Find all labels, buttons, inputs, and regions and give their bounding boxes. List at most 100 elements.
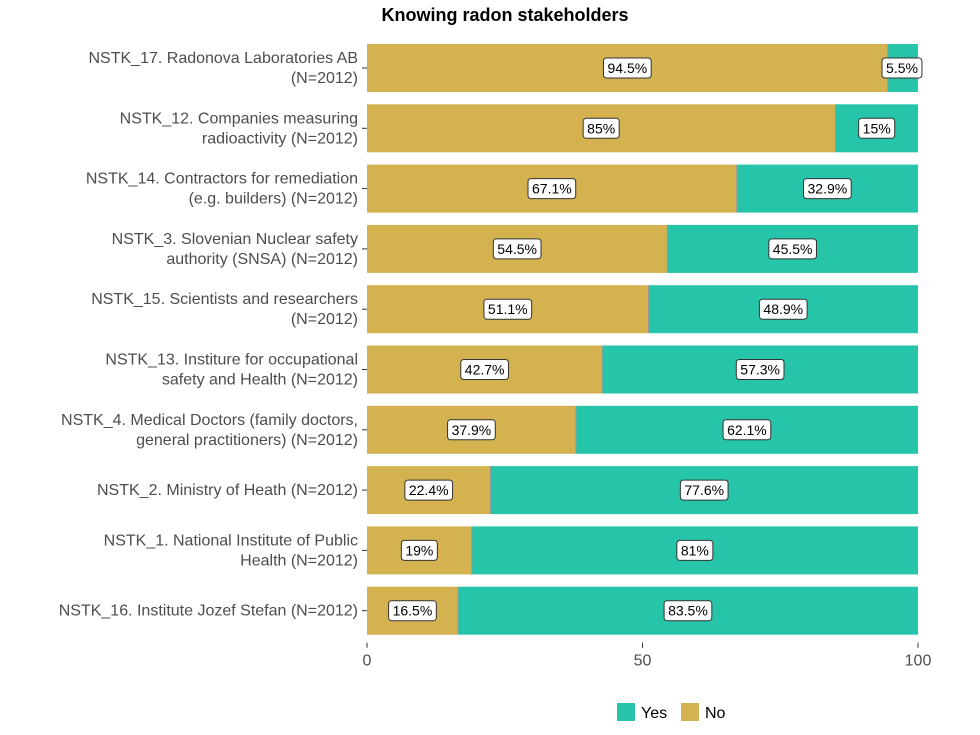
x-tick-label-1: 50	[634, 653, 652, 670]
label-yes-6: 62.1%	[722, 419, 772, 441]
label-yes-6-box	[722, 419, 772, 441]
label-no-3-box	[492, 238, 542, 260]
label-no-7-text: 22.4%	[409, 482, 449, 498]
category-label-3: NSTK_3. Slovenian Nuclear safety authorit…	[112, 231, 358, 268]
x-tick-label-2: 100	[905, 653, 932, 670]
label-yes-2-box	[803, 178, 852, 200]
label-yes-5-box	[735, 359, 785, 380]
label-yes-0-text: 5.5%	[886, 60, 918, 76]
label-no-1-text: 85%	[587, 120, 615, 136]
category-label-1: NSTK_12. Companies measuring radioactivit…	[120, 110, 358, 147]
label-yes-0-box	[881, 57, 923, 79]
category-label-7: NSTK_2. Ministry of Heath (N=2012)	[97, 482, 358, 499]
category-label-0-line-0: NSTK_17. Radonova Laboratories AB	[89, 50, 359, 67]
category-label-8: NSTK_1. National Institute of Public Heal…	[104, 532, 358, 569]
label-yes-3-text: 45.5%	[773, 241, 813, 257]
label-yes-5-text: 57.3%	[740, 362, 780, 378]
category-label-5-line-0: NSTK_13. Institure for occupational	[105, 352, 358, 369]
label-no-2-box	[527, 178, 577, 200]
label-no-7-box	[404, 479, 454, 501]
label-no-6-box	[447, 419, 496, 441]
label-yes-9-box	[663, 600, 713, 622]
label-no-8-box	[400, 539, 438, 561]
label-no-8-text: 19%	[405, 542, 433, 558]
category-label-5-line-1: safety and Health (N=2012)	[162, 372, 358, 389]
label-no-5-box	[460, 359, 509, 380]
label-no-0-box	[602, 57, 652, 79]
label-yes-1-box	[858, 117, 896, 139]
label-yes-3-box	[768, 238, 817, 260]
category-label-6-line-1: general practitioners) (N=2012)	[136, 432, 358, 449]
label-yes-7-box	[679, 479, 729, 501]
label-yes-6-text: 62.1%	[727, 422, 767, 438]
category-label-2-line-1: (e.g. builders) (N=2012)	[189, 191, 358, 208]
label-no-4-text: 51.1%	[488, 301, 528, 317]
label-no-6: 37.9%	[447, 419, 496, 441]
label-yes-1: 15%	[858, 117, 896, 139]
label-no-0: 94.5%	[602, 57, 652, 79]
label-no-5-text: 42.7%	[465, 362, 505, 378]
label-yes-7-text: 77.6%	[684, 482, 724, 498]
label-no-4-box	[483, 298, 533, 320]
label-yes-1-text: 15%	[863, 120, 891, 136]
label-no-1-box	[582, 117, 620, 139]
label-yes-5: 57.3%	[735, 359, 785, 380]
label-no-5: 42.7%	[460, 359, 509, 380]
x-tick-label-0: 0	[363, 653, 372, 670]
category-label-0-line-1: (N=2012)	[291, 70, 358, 87]
label-no-9: 16.5%	[388, 600, 437, 622]
chart-title: Knowing radon stakeholders	[381, 5, 628, 25]
legend-swatch-no	[681, 703, 699, 721]
category-label-1-line-1: radioactivity (N=2012)	[202, 130, 358, 147]
label-yes-9-text: 83.5%	[668, 603, 708, 619]
label-yes-8: 81%	[676, 539, 714, 561]
legend: Yes No	[617, 703, 726, 722]
label-no-6-text: 37.9%	[452, 422, 492, 438]
label-no-2-text: 67.1%	[532, 181, 572, 197]
legend-swatch-yes	[617, 703, 635, 721]
label-yes-4: 48.9%	[758, 298, 808, 320]
category-labels-group: NSTK_17. Radonova Laboratories AB (N=2012…	[59, 50, 367, 620]
category-label-1-line-0: NSTK_12. Companies measuring	[120, 110, 358, 127]
category-label-4-line-0: NSTK_15. Scientists and researchers	[91, 291, 358, 308]
label-yes-8-box	[676, 539, 714, 561]
label-yes-3: 45.5%	[768, 238, 817, 260]
category-label-2: NSTK_14. Contractors for remediation (e.g…	[86, 171, 358, 208]
category-label-8-line-1: Health (N=2012)	[240, 552, 358, 569]
label-yes-8-text: 81%	[681, 542, 709, 558]
category-label-3-line-0: NSTK_3. Slovenian Nuclear safety	[112, 231, 358, 248]
legend-label-no: No	[705, 705, 726, 722]
category-label-9: NSTK_16. Institute Jozef Stefan (N=2012)	[59, 603, 358, 620]
label-yes-7: 77.6%	[679, 479, 729, 501]
category-label-4: NSTK_15. Scientists and researchers (N=20…	[91, 291, 358, 328]
label-no-1: 85%	[582, 117, 620, 139]
label-no-3-text: 54.5%	[497, 241, 537, 257]
label-yes-4-box	[758, 298, 808, 320]
category-label-7-line-0: NSTK_2. Ministry of Heath (N=2012)	[97, 482, 358, 499]
category-label-2-line-0: NSTK_14. Contractors for remediation	[86, 171, 358, 188]
category-label-9-line-0: NSTK_16. Institute Jozef Stefan (N=2012)	[59, 603, 358, 620]
label-no-0-text: 94.5%	[607, 60, 647, 76]
label-no-2: 67.1%	[527, 178, 577, 200]
label-yes-4-text: 48.9%	[763, 301, 803, 317]
category-label-4-line-1: (N=2012)	[291, 311, 358, 328]
category-label-5: NSTK_13. Institure for occupational safet…	[105, 352, 358, 389]
label-yes-0: 5.5%	[881, 57, 923, 79]
category-label-6-line-0: NSTK_4. Medical Doctors (family doctors,	[61, 412, 358, 429]
bars-group: 94.5% 5.5% 85% 15% 67.1% 32.9% 54.5% 45.5% 51.1%…	[367, 44, 923, 635]
x-axis: 0 50 100	[363, 642, 932, 670]
label-no-9-text: 16.5%	[393, 603, 433, 619]
label-no-8: 19%	[400, 539, 438, 561]
category-label-8-line-0: NSTK_1. National Institute of Public	[104, 532, 358, 549]
legend-label-yes: Yes	[641, 705, 667, 722]
label-no-7: 22.4%	[404, 479, 454, 501]
label-no-9-box	[388, 600, 437, 622]
label-no-3: 54.5%	[492, 238, 542, 260]
category-label-6: NSTK_4. Medical Doctors (family doctors,…	[61, 412, 358, 449]
category-label-3-line-1: authority (SNSA) (N=2012)	[166, 251, 358, 268]
category-label-0: NSTK_17. Radonova Laboratories AB (N=2012…	[89, 50, 359, 87]
label-no-4: 51.1%	[483, 298, 533, 320]
label-yes-9: 83.5%	[663, 600, 713, 622]
